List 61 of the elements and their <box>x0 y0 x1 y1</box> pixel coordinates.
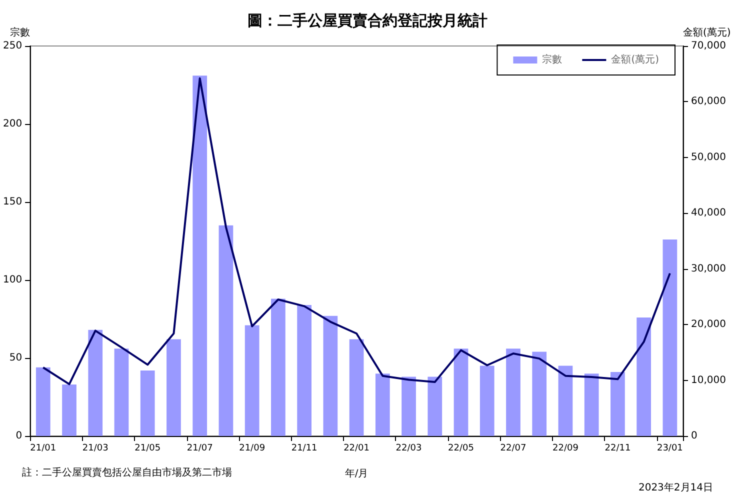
x-tick-label: 21/07 <box>186 444 213 454</box>
y2-tick-label: 30,000 <box>691 263 726 274</box>
y2-tick-label: 60,000 <box>691 96 726 108</box>
y2-tick-label: 50,000 <box>691 152 726 163</box>
legend-label: 宗數 <box>542 54 562 66</box>
y-tick-label: 150 <box>2 196 22 208</box>
x-tick-label: 22/05 <box>448 444 474 454</box>
text: 註：二手公屋買賣包括公屋自由市場及第二市場 <box>22 466 232 478</box>
x-tick-label: 21/11 <box>291 444 318 454</box>
y2-tick-label: 40,000 <box>691 208 726 219</box>
x-tick-label: 22/09 <box>552 444 579 454</box>
bar <box>428 376 442 436</box>
line-series <box>42 77 671 386</box>
x-tick-label: 21/05 <box>134 444 161 454</box>
y2-tick-label: 70,000 <box>691 40 726 52</box>
bar <box>36 367 50 436</box>
bar <box>662 239 678 436</box>
y2-axis-title: 金額(萬元) <box>683 26 731 38</box>
bar <box>166 339 181 436</box>
chart-title: 圖：二手公屋買賣合約登記按月統計 <box>248 12 488 30</box>
x-tick-label: 21/03 <box>82 444 108 454</box>
x-tick-label: 21/01 <box>30 444 56 454</box>
bar <box>454 348 468 436</box>
y-tick-label: 100 <box>2 274 22 286</box>
bar <box>218 225 234 436</box>
bar <box>506 348 520 436</box>
bar <box>140 370 155 436</box>
bar <box>244 325 260 436</box>
bar <box>271 298 286 436</box>
x-tick-label: 21/09 <box>239 444 266 454</box>
bar <box>349 339 364 436</box>
y-tick-label: 50 <box>9 352 22 364</box>
bar <box>636 317 652 436</box>
bar <box>402 376 416 436</box>
bar <box>114 348 129 436</box>
bar <box>88 330 103 436</box>
bar <box>558 366 573 436</box>
bar <box>480 366 494 436</box>
x-axis-title: 年/月 <box>344 468 368 480</box>
x-tick-label: 22/11 <box>604 444 631 454</box>
bar <box>192 76 208 436</box>
x-tick-label: 22/03 <box>396 444 422 454</box>
text: 2023年2月14日 <box>638 482 714 494</box>
bar <box>297 304 312 436</box>
x-tick-label: 22/07 <box>500 444 526 454</box>
y-tick-label: 250 <box>2 40 22 52</box>
legend-label: 金額(萬元) <box>611 54 660 66</box>
y2-tick-label: 0 <box>691 430 698 442</box>
x-tick-label: 23/01 <box>656 444 683 454</box>
y-tick-label: 200 <box>2 118 22 130</box>
y-axis-title: 宗數 <box>10 26 30 38</box>
y-tick-label: 0 <box>16 430 22 442</box>
bar <box>532 352 547 436</box>
bar <box>62 384 76 436</box>
bar <box>610 372 625 436</box>
y2-tick-label: 20,000 <box>691 319 726 330</box>
bar <box>584 374 599 436</box>
y2-tick-label: 10,000 <box>691 374 726 386</box>
x-tick-label: 22/01 <box>344 444 370 454</box>
bar <box>323 316 338 436</box>
bar <box>375 374 390 436</box>
